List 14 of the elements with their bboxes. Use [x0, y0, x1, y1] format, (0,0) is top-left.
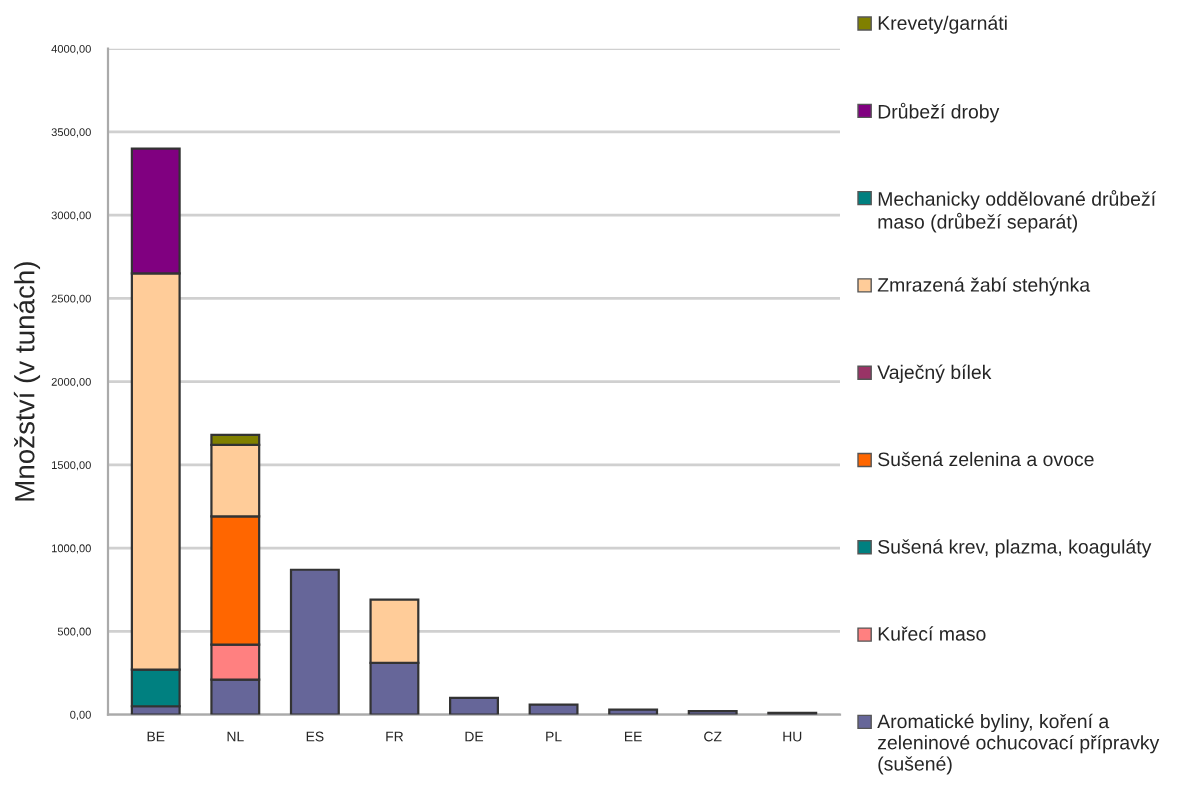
legend-label: Sušená krev, plazma, koaguláty: [878, 539, 1152, 558]
legend-label: Krevety/garnáti: [878, 15, 1007, 34]
legend-label: Aromatické byliny, koření a zeleninové ochucovací přípravky (sušené): [877, 713, 1160, 775]
bar: [449, 696, 499, 715]
bar: [289, 568, 340, 715]
legend-label: Vaječný bílek: [877, 364, 992, 383]
legend-label: Drůbeží droby: [878, 102, 1000, 123]
legend-label: Sušená zelenina a ovoce: [878, 451, 1094, 467]
legend-label: Zmrazená žabí stehýnka: [877, 277, 1091, 296]
bar: [528, 703, 579, 715]
bar: [608, 708, 659, 715]
legend-label: Kuřecí maso: [878, 626, 986, 641]
legend-label: Mechanicky oddělované drůbeží maso (drůbeží separát): [878, 190, 1156, 233]
y-axis-title: Množství (v tunách): [13, 262, 41, 501]
